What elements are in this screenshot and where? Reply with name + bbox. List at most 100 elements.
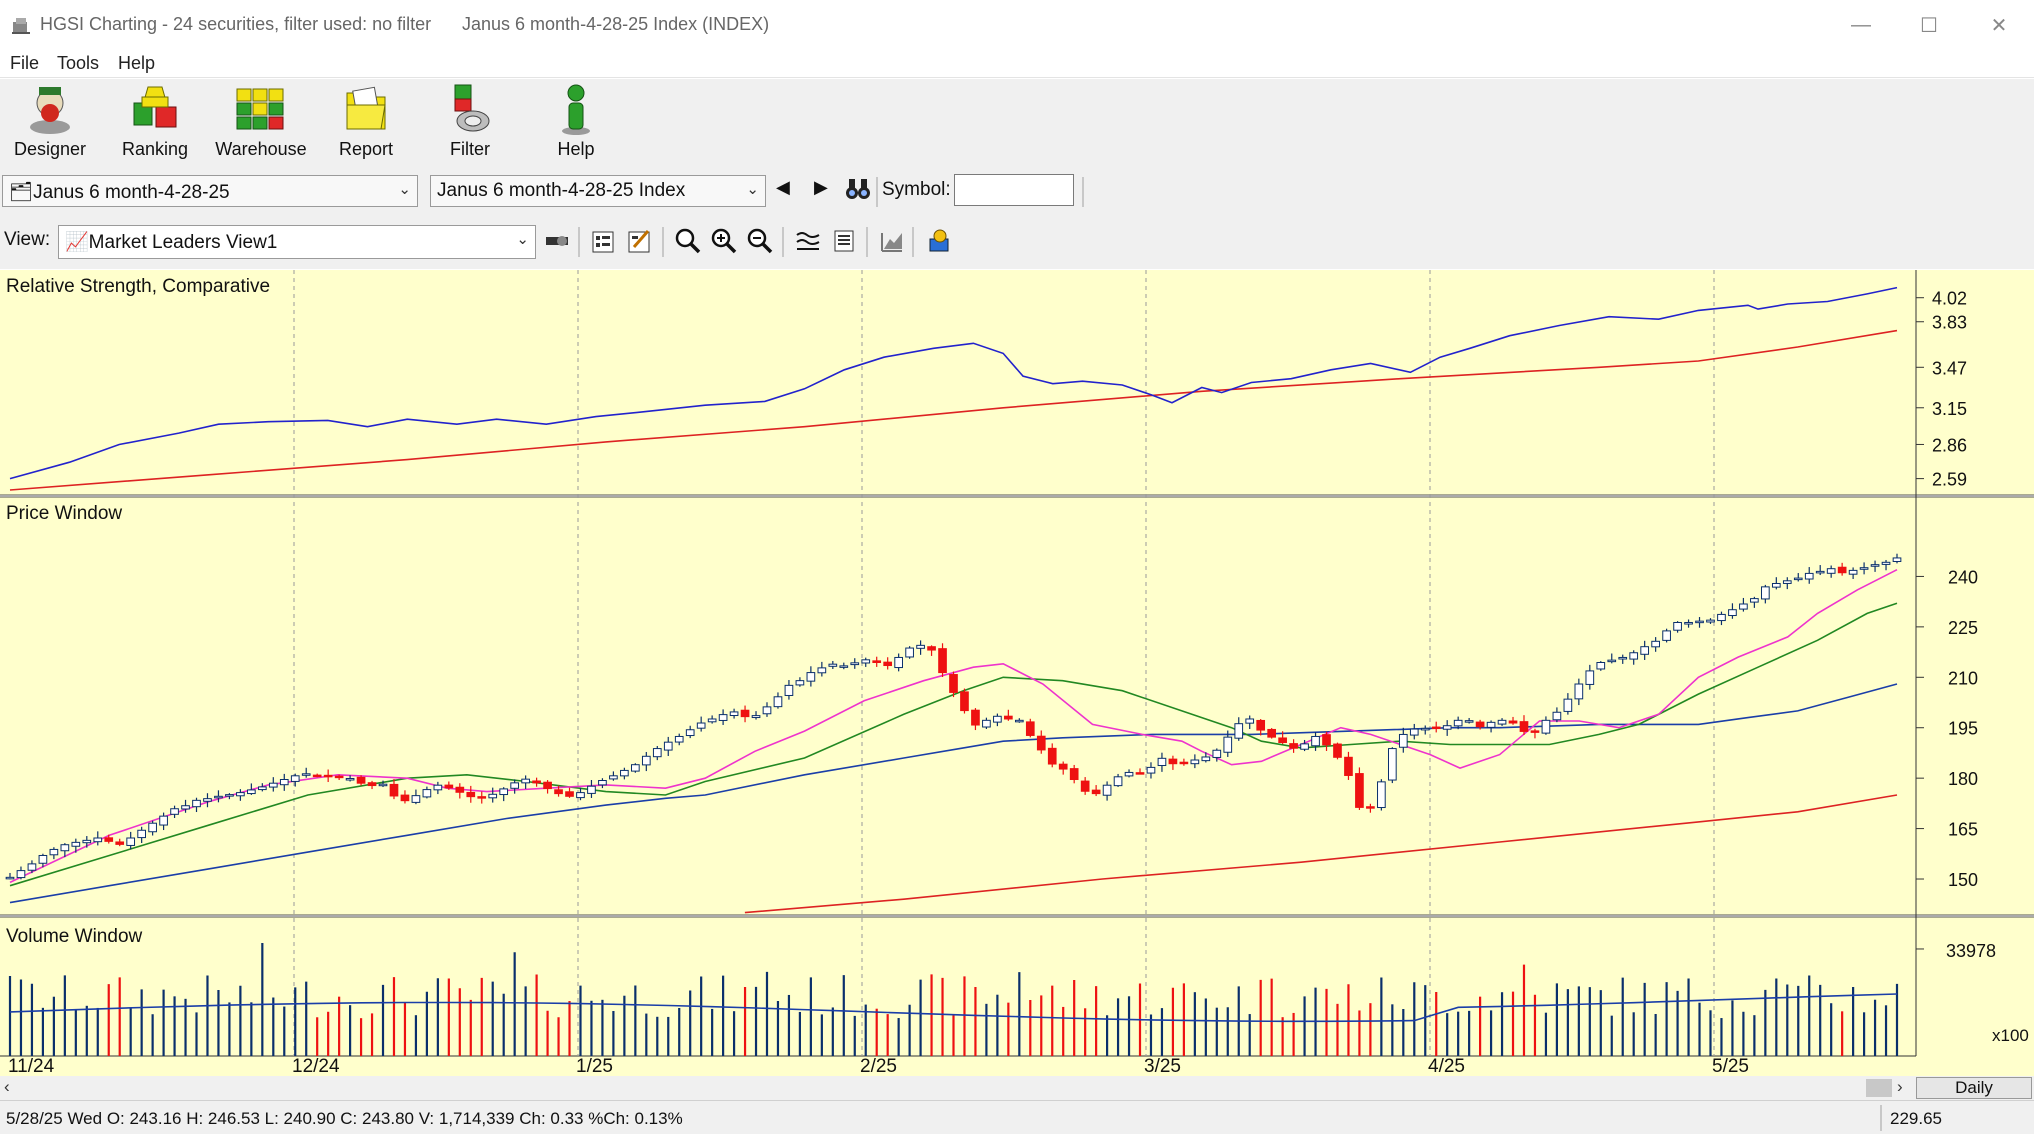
candle-body xyxy=(477,796,487,799)
view-bar: View: 📈Market Leaders View1 ⌄ xyxy=(0,217,2034,269)
menu-help[interactable]: Help xyxy=(118,53,156,73)
next-icon[interactable]: ▶ xyxy=(814,177,828,197)
rs-tick-label: 4.02 xyxy=(1932,289,1967,309)
candle-body xyxy=(411,795,421,803)
ma-fast-line xyxy=(9,568,1898,884)
candle-body xyxy=(1036,735,1046,751)
candle-body xyxy=(192,799,201,808)
candle-body xyxy=(1256,719,1266,731)
symbol-input[interactable] xyxy=(954,174,1074,206)
close-button[interactable]: ✕ xyxy=(1976,8,2022,42)
rs-tick-label: 3.15 xyxy=(1932,399,1967,419)
candle-body xyxy=(1442,725,1452,730)
properties-icon[interactable] xyxy=(590,227,618,255)
zoom-in-icon[interactable] xyxy=(710,227,738,255)
menu-file[interactable]: File xyxy=(10,53,40,73)
candle-body xyxy=(279,779,289,786)
candle-body xyxy=(1771,582,1781,588)
help-button[interactable]: Help xyxy=(528,83,624,167)
separator xyxy=(912,227,914,257)
separator xyxy=(866,227,868,257)
maximize-button[interactable]: ☐ xyxy=(1906,8,1952,42)
volume-unit-label: x100 xyxy=(1992,1026,2029,1045)
candle-body xyxy=(795,680,805,686)
security-select[interactable]: Janus 6 month-4-28-25 Index ⌄ xyxy=(430,175,766,207)
export-icon[interactable] xyxy=(924,227,952,255)
zoom-icon[interactable] xyxy=(674,227,702,255)
candle-body xyxy=(784,684,794,696)
candle-body xyxy=(1728,609,1737,617)
candle-body xyxy=(631,764,640,772)
candle-body xyxy=(356,776,366,784)
candle-body xyxy=(1706,619,1715,623)
x-tick-label: 2/25 xyxy=(860,1056,897,1076)
binoculars-icon[interactable] xyxy=(844,175,872,203)
candle-body xyxy=(1837,566,1847,574)
ranking-button[interactable]: Ranking xyxy=(107,83,203,167)
candle-body xyxy=(1826,568,1836,574)
zoom-out-icon[interactable] xyxy=(746,227,774,255)
candle-body xyxy=(1190,759,1200,765)
candle-body xyxy=(1585,670,1595,685)
chart-type-icon[interactable] xyxy=(878,227,906,255)
scroll-right-icon[interactable]: › xyxy=(1897,1077,1903,1096)
edit-icon[interactable] xyxy=(626,227,654,255)
horizontal-scrollbar[interactable]: ‹ › Daily xyxy=(0,1076,2034,1100)
warehouse-button[interactable]: Warehouse xyxy=(213,83,309,167)
candle-body xyxy=(1453,719,1463,727)
warehouse-icon xyxy=(236,88,284,130)
minimize-icon: — xyxy=(1851,13,1871,36)
help-icon xyxy=(562,84,590,135)
candle-body xyxy=(641,755,651,766)
candle-body xyxy=(1607,659,1617,663)
candle-body xyxy=(5,876,15,880)
candle-body xyxy=(1014,719,1024,723)
candle-body xyxy=(1080,780,1090,792)
candle-body xyxy=(1431,726,1441,730)
period-button[interactable]: Daily xyxy=(1916,1077,2032,1099)
document-title: Janus 6 month-4-28-25 Index (INDEX) xyxy=(462,14,770,34)
candle-body xyxy=(312,774,322,778)
candle-body xyxy=(521,778,530,784)
minimize-button[interactable]: — xyxy=(1838,8,1884,42)
candle-body xyxy=(137,829,146,839)
candle-body xyxy=(1717,613,1726,622)
status-text: 5/28/25 Wed O: 243.16 H: 246.53 L: 240.9… xyxy=(6,1109,683,1128)
candle-body xyxy=(1618,656,1628,660)
candle-body xyxy=(652,748,662,758)
candle-body xyxy=(773,696,783,708)
candle-body xyxy=(1486,721,1496,728)
previous-icon[interactable]: ◀ xyxy=(776,177,790,197)
candle-body xyxy=(927,646,936,651)
chart-background xyxy=(0,270,2034,1076)
view-manager-icon[interactable] xyxy=(544,227,572,255)
security-select-value: Janus 6 month-4-28-25 Index xyxy=(437,180,686,201)
candle-body xyxy=(433,784,443,791)
chart-area[interactable]: 11/24 12/24 1/25 2/25 3/25 4/25 5/25 4.02 3.83 3.… xyxy=(0,270,2034,1076)
filter-button[interactable]: Filter xyxy=(422,83,518,167)
candle-body xyxy=(938,648,947,674)
scroll-left-icon[interactable]: ‹ xyxy=(4,1077,10,1096)
list-select[interactable]: 🗂Janus 6 month-4-28-25 ⌄ xyxy=(2,175,418,207)
designer-icon xyxy=(30,87,70,134)
candle-body xyxy=(905,647,914,658)
volume-average-line xyxy=(9,993,1898,1023)
rs-tick-label: 2.59 xyxy=(1932,470,1967,490)
candle-body xyxy=(1168,758,1178,765)
candle-body xyxy=(1497,719,1507,725)
view-select[interactable]: 📈Market Leaders View1 ⌄ xyxy=(58,225,536,259)
data-table-icon[interactable] xyxy=(830,227,858,255)
menu-tools[interactable]: Tools xyxy=(57,53,100,73)
price-tick-label: 240 xyxy=(1948,567,1978,587)
report-button[interactable]: Report xyxy=(318,83,414,167)
indicators-icon[interactable] xyxy=(794,227,822,255)
scroll-thumb[interactable] xyxy=(1866,1079,1892,1097)
candle-body xyxy=(1739,603,1748,610)
candle-body xyxy=(1793,577,1803,581)
x-tick-label: 1/25 xyxy=(576,1056,613,1076)
designer-button[interactable]: Designer xyxy=(2,83,98,167)
candle-body xyxy=(170,808,179,815)
candle-body xyxy=(115,841,125,845)
candle-body xyxy=(1870,564,1880,567)
candle-body xyxy=(60,844,70,852)
